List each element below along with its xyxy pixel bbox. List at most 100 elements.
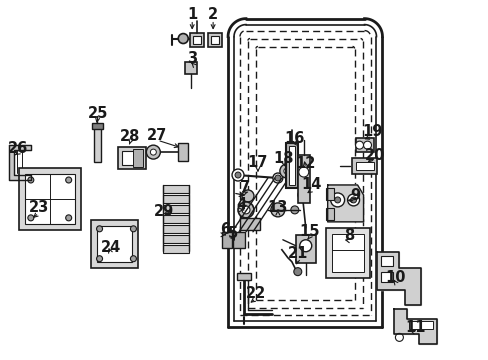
Bar [240, 218, 260, 230]
Bar [381, 256, 393, 266]
Bar [285, 143, 297, 188]
Circle shape [279, 164, 293, 178]
Bar [408, 321, 432, 329]
Text: 21: 21 [287, 246, 307, 261]
Circle shape [130, 226, 136, 232]
Text: 25: 25 [87, 106, 107, 121]
Circle shape [65, 215, 72, 221]
Text: 15: 15 [299, 224, 319, 239]
Bar [19, 168, 81, 230]
Circle shape [235, 172, 241, 178]
Text: 12: 12 [295, 156, 315, 171]
Bar [133, 149, 143, 167]
Text: 14: 14 [301, 177, 321, 193]
Bar [25, 174, 75, 224]
Circle shape [395, 333, 403, 341]
Circle shape [242, 206, 249, 214]
Text: 7: 7 [240, 180, 249, 195]
Bar [325, 228, 369, 278]
Text: 11: 11 [404, 320, 425, 335]
Circle shape [28, 177, 34, 183]
Text: 4: 4 [236, 197, 245, 212]
Text: 23: 23 [29, 201, 49, 215]
Circle shape [350, 197, 356, 203]
Text: 28: 28 [120, 129, 141, 144]
Bar [163, 215, 189, 223]
Circle shape [28, 215, 34, 221]
Text: 26: 26 [8, 141, 28, 156]
Circle shape [146, 145, 160, 159]
Text: 13: 13 [267, 201, 287, 215]
Circle shape [272, 173, 282, 183]
Circle shape [130, 256, 136, 262]
Circle shape [334, 197, 340, 203]
Bar [163, 245, 189, 253]
Bar [295, 235, 315, 263]
Circle shape [298, 167, 308, 177]
Bar [163, 205, 189, 213]
Bar [118, 147, 146, 169]
Bar [163, 185, 189, 193]
Text: 20: 20 [365, 148, 385, 163]
Polygon shape [394, 310, 436, 345]
Circle shape [283, 168, 289, 174]
Bar [355, 138, 373, 152]
Bar [90, 220, 138, 268]
Bar [122, 151, 134, 165]
Polygon shape [9, 145, 31, 180]
Bar [288, 146, 294, 185]
Text: 6: 6 [220, 222, 230, 237]
Bar [325, 208, 333, 220]
Bar [351, 158, 377, 174]
Bar [96, 226, 132, 262]
Circle shape [290, 206, 298, 214]
Circle shape [178, 33, 188, 44]
Circle shape [96, 226, 102, 232]
Bar [355, 162, 373, 170]
Text: 5: 5 [227, 226, 238, 241]
Text: 1: 1 [187, 7, 197, 22]
Text: 3: 3 [187, 51, 197, 66]
Bar [222, 232, 232, 248]
Polygon shape [377, 252, 421, 305]
Text: 16: 16 [284, 131, 305, 146]
Text: 22: 22 [245, 286, 265, 301]
Circle shape [347, 194, 359, 206]
Circle shape [65, 177, 72, 183]
Text: 19: 19 [362, 124, 382, 139]
Bar [91, 123, 102, 129]
Text: 29: 29 [154, 204, 174, 219]
Circle shape [270, 203, 285, 217]
Bar [178, 143, 188, 161]
Text: 18: 18 [273, 150, 293, 166]
Circle shape [274, 175, 280, 181]
Text: 9: 9 [350, 188, 360, 203]
Circle shape [330, 193, 344, 207]
Bar [163, 195, 189, 203]
Bar [233, 232, 244, 248]
Text: 2: 2 [207, 7, 218, 22]
Circle shape [242, 190, 253, 202]
Bar [93, 127, 101, 162]
Bar [190, 32, 203, 46]
Polygon shape [327, 185, 363, 222]
Bar [237, 273, 250, 280]
Text: 8: 8 [344, 228, 354, 243]
Circle shape [293, 268, 301, 276]
Text: 27: 27 [147, 128, 167, 143]
Bar [211, 36, 219, 44]
Circle shape [363, 141, 371, 149]
Bar [325, 188, 333, 200]
Circle shape [96, 256, 102, 262]
Bar [381, 272, 393, 282]
Bar [208, 32, 222, 46]
Bar [163, 235, 189, 243]
Bar [185, 62, 197, 75]
Text: 10: 10 [385, 270, 405, 285]
Circle shape [232, 169, 244, 181]
Circle shape [150, 149, 156, 155]
Bar [193, 36, 201, 44]
Bar [297, 155, 309, 203]
Circle shape [355, 141, 363, 149]
Circle shape [238, 202, 253, 218]
